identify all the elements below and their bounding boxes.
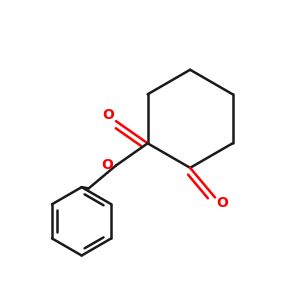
Text: O: O [101, 158, 113, 172]
Text: O: O [103, 108, 115, 122]
Text: O: O [217, 196, 228, 210]
